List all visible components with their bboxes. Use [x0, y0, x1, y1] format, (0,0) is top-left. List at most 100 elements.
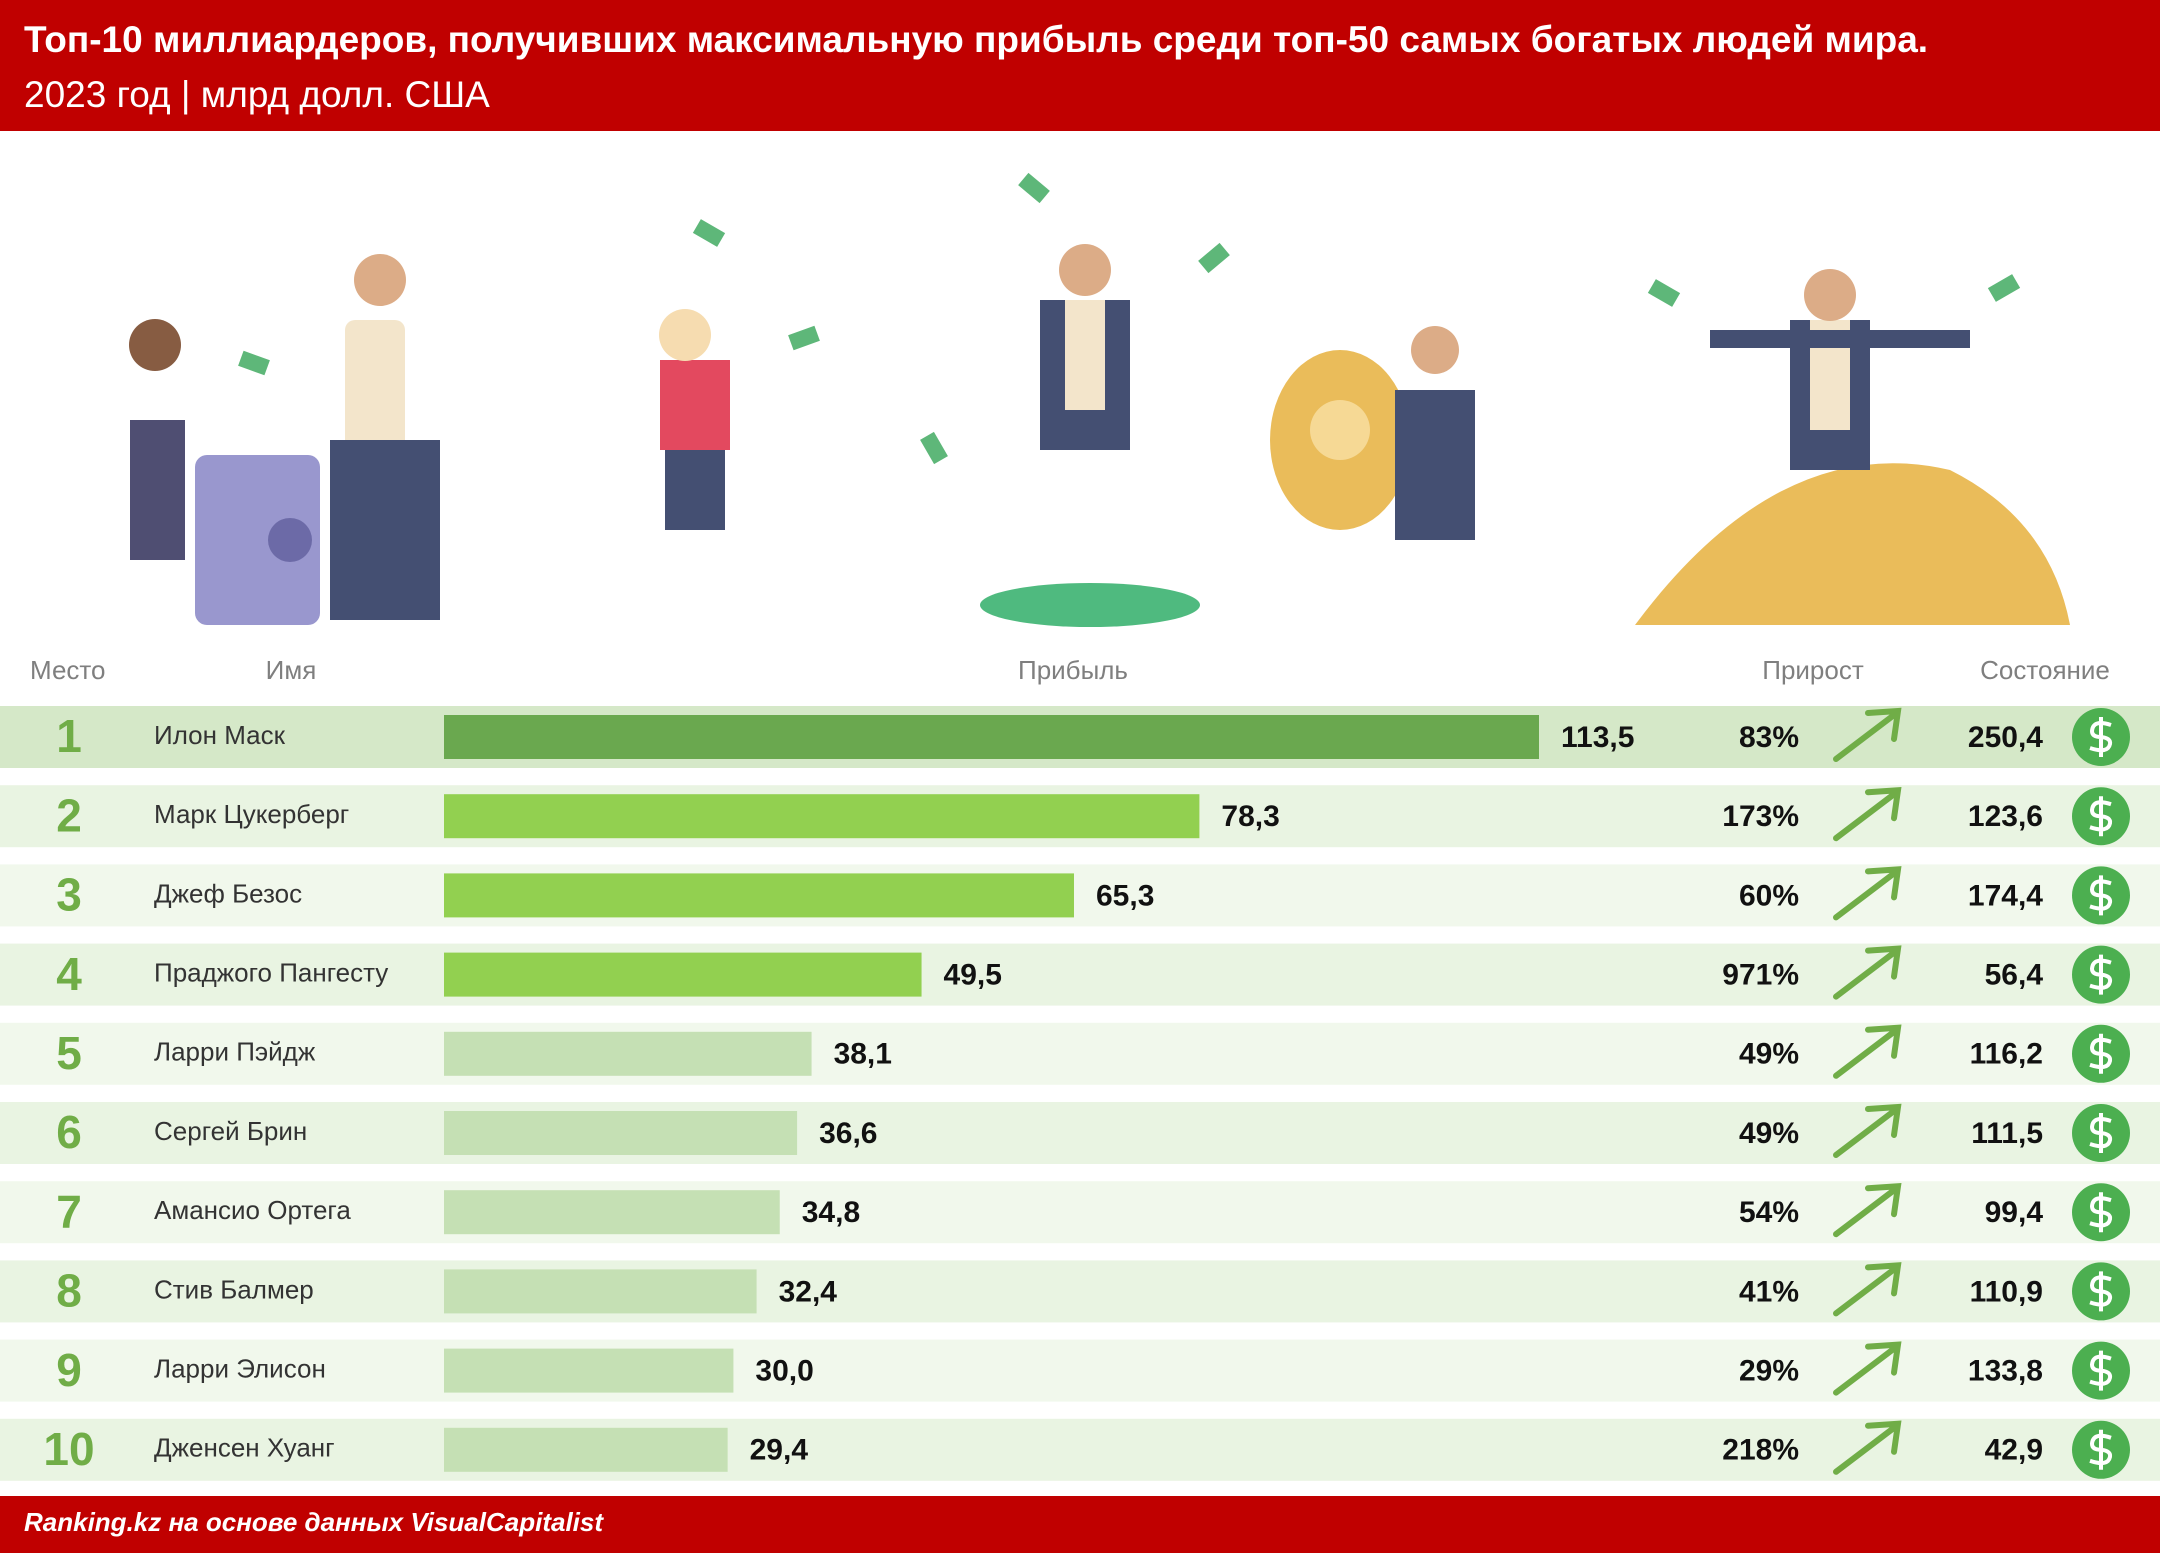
dollar-glyph [2089, 796, 2113, 837]
growth-label: 218% [1722, 1434, 1799, 1467]
wealth-label: 111,5 [1971, 1117, 2043, 1150]
name: Дженсен Хуанг [154, 1433, 335, 1463]
bar [444, 1031, 812, 1076]
name: Праджого Пангесту [154, 957, 388, 987]
value-label: 29,4 [750, 1434, 809, 1467]
title: Топ-10 миллиардеров, получивших максимал… [24, 19, 1928, 60]
bar [444, 873, 1074, 918]
growth-header: Прирост [1762, 655, 1864, 685]
name-header: Имя [266, 655, 317, 685]
bar [444, 1111, 798, 1155]
bar [444, 1190, 780, 1235]
arrow [1833, 786, 1902, 842]
arrow [1833, 1341, 1902, 1396]
growth-label: 83% [1739, 721, 1799, 754]
bar [444, 952, 922, 997]
arrow [1833, 945, 1902, 1000]
value-label: 34,8 [802, 1196, 860, 1229]
arrow [1833, 1262, 1902, 1317]
bar [444, 1269, 757, 1314]
wealth-label: 42,9 [1985, 1434, 2043, 1467]
name: Ларри Элисон [154, 1353, 326, 1383]
arrow [1833, 1024, 1902, 1079]
row-band [0, 943, 2160, 1006]
growth-label: 49% [1739, 1117, 1799, 1150]
growth-label: 49% [1739, 1038, 1799, 1071]
wealth-label: 99,4 [1985, 1196, 2044, 1229]
rank: 10 [43, 1423, 94, 1475]
value-label: 38,1 [834, 1038, 892, 1071]
bar [444, 1427, 728, 1472]
wealth-label: 133,8 [1968, 1355, 2043, 1388]
dollar-glyph [2089, 1429, 2113, 1470]
rank: 2 [56, 789, 82, 841]
header-band [0, 0, 2160, 131]
name: Ларри Пэйдж [154, 1037, 316, 1067]
row-band [0, 1181, 2160, 1244]
rank: 7 [56, 1185, 82, 1237]
wealth-label: 116,2 [1970, 1038, 2043, 1071]
row-band [0, 1260, 2160, 1323]
arrow [1833, 1182, 1902, 1238]
dollar-glyph [2089, 717, 2113, 757]
growth-label: 54% [1739, 1196, 1799, 1229]
bar [444, 1348, 734, 1393]
dollar-glyph [2089, 1033, 2113, 1074]
name: Джеф Безос [154, 878, 302, 908]
wealth-label: 110,9 [1970, 1275, 2043, 1308]
value-label: 36,6 [819, 1117, 877, 1150]
rank: 1 [56, 710, 82, 762]
wealth-header: Состояние [1980, 655, 2110, 685]
profit-header: Прибыль [1018, 655, 1128, 685]
arrow [1833, 1103, 1902, 1158]
name: Марк Цукерберг [154, 799, 349, 829]
row-band [0, 1102, 2160, 1164]
illustrations [129, 172, 2070, 627]
growth-label: 41% [1739, 1275, 1799, 1308]
rank: 6 [56, 1106, 82, 1158]
dollar-glyph [2089, 875, 2113, 916]
arrow [1833, 707, 1902, 762]
rank: 5 [56, 1027, 82, 1079]
bar [444, 715, 1539, 759]
name: Амансио Ортега [154, 1195, 351, 1225]
rank: 8 [56, 1265, 82, 1317]
arrow [1833, 866, 1902, 921]
row-band [0, 1022, 2160, 1085]
wealth-label: 123,6 [1968, 800, 2043, 833]
rank: 4 [56, 948, 82, 1000]
dollar-glyph [2089, 954, 2113, 995]
wealth-label: 250,4 [1968, 721, 2043, 754]
name: Илон Маск [154, 720, 286, 750]
growth-label: 60% [1739, 879, 1799, 912]
rank: 3 [56, 869, 82, 921]
rows: 1 Илон Маск 113,5 83% 250,42 Марк Цукерберг 78… [0, 706, 2160, 1481]
name: Сергей Брин [154, 1116, 307, 1146]
dollar-glyph [2089, 1192, 2113, 1233]
value-label: 113,5 [1561, 721, 1634, 754]
dollar-glyph [2089, 1113, 2113, 1153]
value-label: 30,0 [755, 1355, 813, 1388]
bar [444, 794, 1200, 839]
dollar-glyph [2089, 1271, 2113, 1312]
rank-header: Место [30, 655, 106, 685]
row-band [0, 1418, 2160, 1481]
wealth-label: 174,4 [1968, 879, 2043, 912]
row-band [0, 1339, 2160, 1402]
arrow [1833, 1420, 1902, 1475]
value-label: 65,3 [1096, 879, 1154, 912]
growth-label: 29% [1739, 1355, 1799, 1388]
value-label: 78,3 [1221, 800, 1279, 833]
growth-label: 971% [1722, 959, 1799, 992]
dollar-glyph [2089, 1350, 2113, 1391]
footer-band [0, 1496, 2160, 1553]
row-band [0, 864, 2160, 927]
wealth-label: 56,4 [1985, 959, 2044, 992]
growth-label: 173% [1722, 800, 1799, 833]
rank: 9 [56, 1344, 82, 1396]
subtitle: 2023 год | млрд долл. США [24, 74, 490, 115]
name: Стив Балмер [154, 1274, 314, 1304]
value-label: 49,5 [944, 959, 1002, 992]
source: Ranking.kz на основе данных VisualCapita… [24, 1507, 604, 1537]
